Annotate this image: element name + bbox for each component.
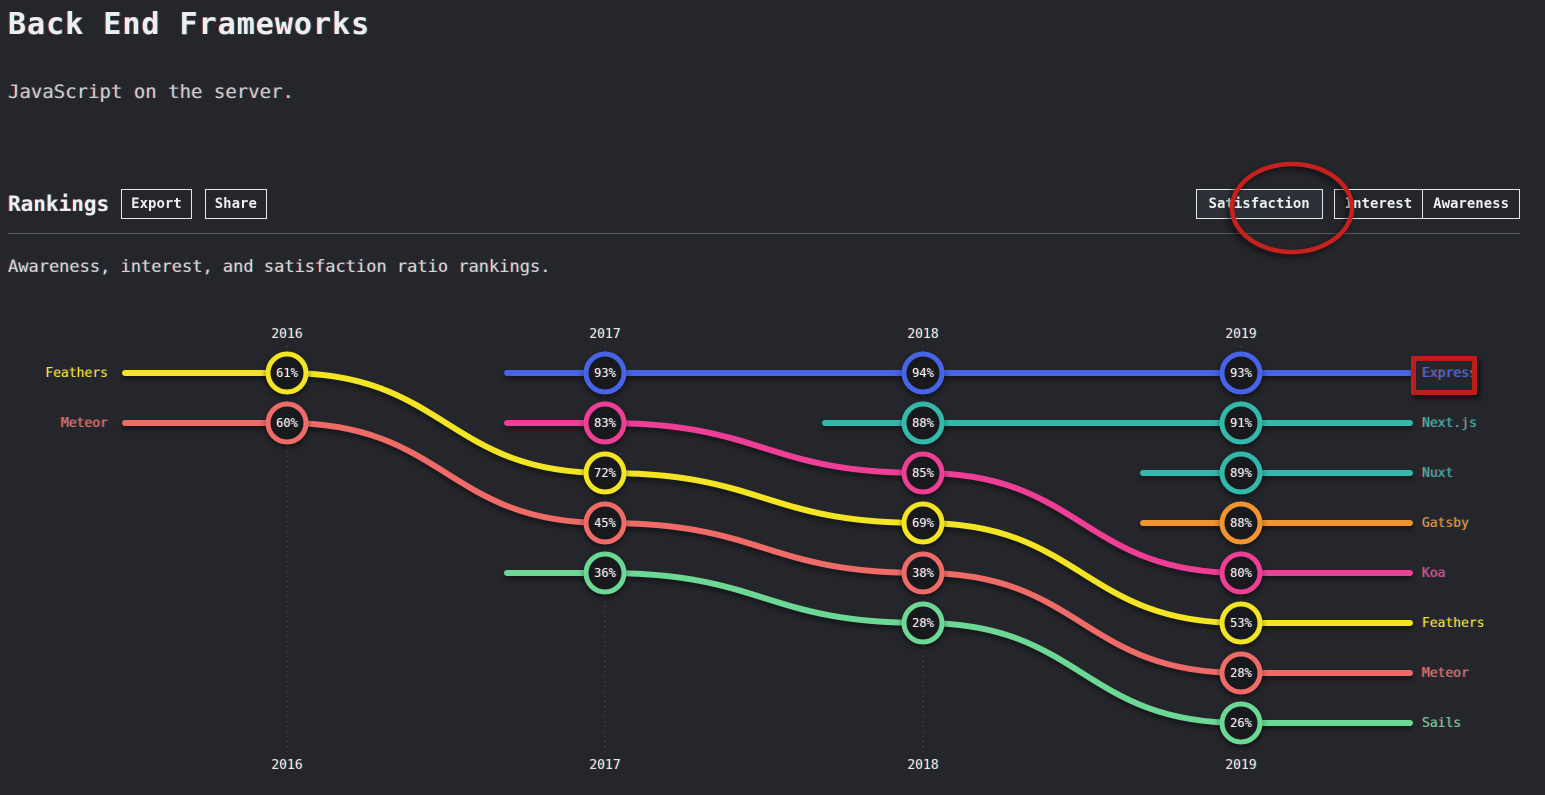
year-label-top-2018: 2018 <box>907 327 938 342</box>
chart-node-feathers-2016[interactable]: 61% <box>265 351 309 395</box>
chart-node-express-2017[interactable]: 93% <box>583 351 627 395</box>
node-value: 28% <box>912 616 934 630</box>
series-label-left-feathers[interactable]: Feathers <box>45 366 108 381</box>
node-value: 61% <box>276 366 298 380</box>
series-label-right-gatsby[interactable]: Gatsby <box>1422 516 1469 531</box>
node-value: 85% <box>912 466 934 480</box>
node-circle[interactable] <box>1219 451 1263 495</box>
year-label-bottom-2019: 2019 <box>1225 758 1256 773</box>
year-label-top-2019: 2019 <box>1225 327 1256 342</box>
chart-node-next-js-2018[interactable]: 88% <box>901 401 945 445</box>
series-label-left-meteor[interactable]: Meteor <box>61 416 108 431</box>
year-label-bottom-2018: 2018 <box>907 758 938 773</box>
rankings-toolbar: Rankings Export Share Satisfaction Inter… <box>8 187 1520 221</box>
tab-interest[interactable]: Interest <box>1333 189 1424 219</box>
chart-node-feathers-2019[interactable]: 53% <box>1219 601 1263 645</box>
node-value: 94% <box>912 366 934 380</box>
chart-node-meteor-2018[interactable]: 38% <box>901 551 945 595</box>
chart-node-meteor-2017[interactable]: 45% <box>583 501 627 545</box>
node-value: 80% <box>1230 566 1252 580</box>
node-circle[interactable] <box>901 401 945 445</box>
chart-node-nuxt-2019[interactable]: 89% <box>1219 451 1263 495</box>
tab-satisfaction[interactable]: Satisfaction <box>1195 189 1323 219</box>
chart-description: Awareness, interest, and satisfaction ra… <box>8 257 551 277</box>
chart-node-sails-2019[interactable]: 26% <box>1219 701 1263 745</box>
chart-node-koa-2018[interactable]: 85% <box>901 451 945 495</box>
series-label-right-sails[interactable]: Sails <box>1422 716 1461 731</box>
share-button[interactable]: Share <box>204 189 267 219</box>
node-value: 89% <box>1230 466 1252 480</box>
node-value: 83% <box>594 416 616 430</box>
node-value: 36% <box>594 566 616 580</box>
node-circle[interactable] <box>583 551 627 595</box>
node-circle[interactable] <box>583 451 627 495</box>
series-line-feathers <box>122 370 1413 626</box>
chart-node-meteor-2016[interactable]: 60% <box>265 401 309 445</box>
node-circle[interactable] <box>583 351 627 395</box>
node-circle[interactable] <box>1219 551 1263 595</box>
series-label-right-koa[interactable]: Koa <box>1422 566 1445 581</box>
node-value: 93% <box>594 366 616 380</box>
node-circle[interactable] <box>1219 701 1263 745</box>
node-circle[interactable] <box>901 601 945 645</box>
node-value: 53% <box>1230 616 1252 630</box>
series-line-koa <box>504 420 1413 576</box>
node-value: 28% <box>1230 666 1252 680</box>
node-value: 91% <box>1230 416 1252 430</box>
node-circle[interactable] <box>1219 601 1263 645</box>
node-circle[interactable] <box>1219 351 1263 395</box>
series-label-right-meteor[interactable]: Meteor <box>1422 666 1469 681</box>
node-circle[interactable] <box>265 401 309 445</box>
section-title: Rankings <box>8 192 110 216</box>
chart-node-koa-2017[interactable]: 83% <box>583 401 627 445</box>
chart-node-gatsby-2019[interactable]: 88% <box>1219 501 1263 545</box>
chart-node-feathers-2017[interactable]: 72% <box>583 451 627 495</box>
chart-node-express-2018[interactable]: 94% <box>901 351 945 395</box>
series-label-right-express[interactable]: Express <box>1422 366 1477 381</box>
divider <box>8 233 1520 234</box>
node-circle[interactable] <box>901 501 945 545</box>
node-value: 72% <box>594 466 616 480</box>
export-button[interactable]: Export <box>121 189 192 219</box>
year-label-top-2017: 2017 <box>589 327 620 342</box>
chart-node-meteor-2019[interactable]: 28% <box>1219 651 1263 695</box>
tab-awareness[interactable]: Awareness <box>1422 189 1520 219</box>
chart-node-feathers-2018[interactable]: 69% <box>901 501 945 545</box>
chart-node-express-2019[interactable]: 93% <box>1219 351 1263 395</box>
year-label-top-2016: 2016 <box>271 327 302 342</box>
chart-node-koa-2019[interactable]: 80% <box>1219 551 1263 595</box>
node-circle[interactable] <box>1219 651 1263 695</box>
metric-tabs: Satisfaction Interest Awareness <box>1195 189 1520 219</box>
page: Back End Frameworks JavaScript on the se… <box>0 6 1545 773</box>
year-label-bottom-2017: 2017 <box>589 758 620 773</box>
node-circle[interactable] <box>583 401 627 445</box>
node-value: 69% <box>912 516 934 530</box>
rankings-bump-chart: 2016 2016 2017 2017 2018 2018 2019 2019 36% 28% 26… <box>45 327 1485 773</box>
node-circle[interactable] <box>265 351 309 395</box>
series-label-right-nuxt[interactable]: Nuxt <box>1422 466 1453 481</box>
chart-node-sails-2017[interactable]: 36% <box>583 551 627 595</box>
node-circle[interactable] <box>901 551 945 595</box>
node-value: 88% <box>912 416 934 430</box>
node-value: 88% <box>1230 516 1252 530</box>
chart-node-next-js-2019[interactable]: 91% <box>1219 401 1263 445</box>
page-subtitle: JavaScript on the server. <box>8 81 294 103</box>
series-line-sails <box>504 570 1413 726</box>
year-label-bottom-2016: 2016 <box>271 758 302 773</box>
node-value: 38% <box>912 566 934 580</box>
node-value: 26% <box>1230 716 1252 730</box>
series-label-right-next-js[interactable]: Next.js <box>1422 416 1477 431</box>
node-circle[interactable] <box>901 451 945 495</box>
page-title: Back End Frameworks <box>8 7 371 42</box>
node-circle[interactable] <box>901 351 945 395</box>
node-value: 93% <box>1230 366 1252 380</box>
series-label-right-feathers[interactable]: Feathers <box>1422 616 1485 631</box>
node-circle[interactable] <box>1219 501 1263 545</box>
series-line-meteor <box>122 420 1413 676</box>
node-circle[interactable] <box>1219 401 1263 445</box>
node-value: 45% <box>594 516 616 530</box>
node-value: 60% <box>276 416 298 430</box>
node-circle[interactable] <box>583 501 627 545</box>
chart-node-sails-2018[interactable]: 28% <box>901 601 945 645</box>
